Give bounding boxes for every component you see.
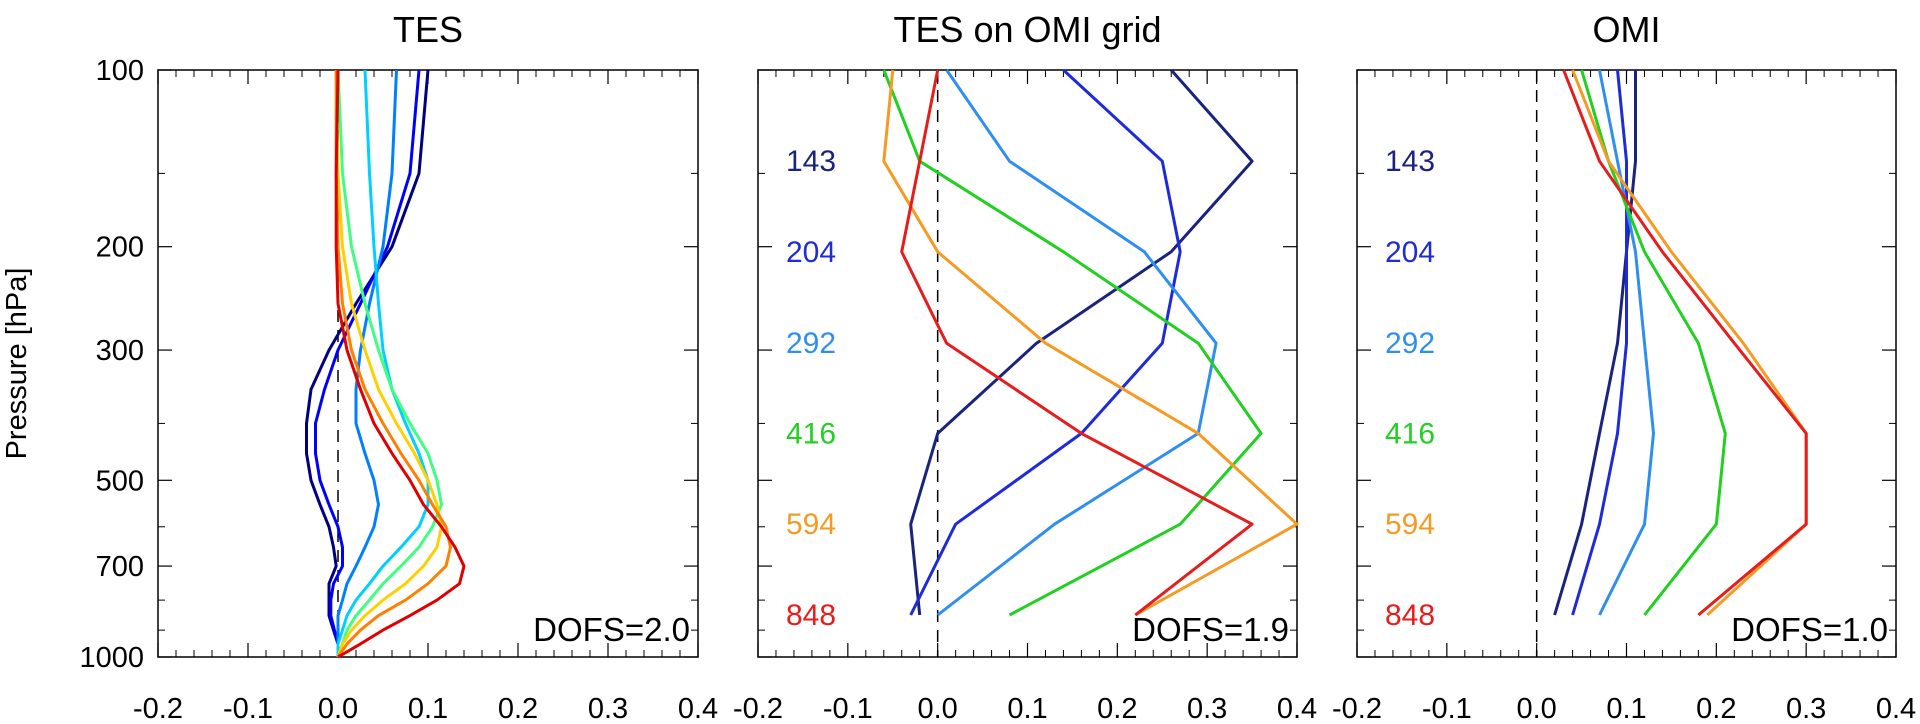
level-label: 143: [1385, 145, 1435, 178]
x-tick-label: -0.2: [733, 693, 783, 724]
y-tick-label: 100: [96, 55, 144, 87]
series-line: [1571, 69, 1628, 616]
level-label: 594: [786, 508, 836, 541]
x-tick-label: 0.3: [1786, 693, 1826, 724]
y-tick-label: 700: [96, 551, 144, 583]
series-line: [1598, 69, 1655, 616]
series-line: [334, 69, 443, 658]
x-tick-label: -0.2: [1332, 693, 1382, 724]
x-tick-label: 0.2: [498, 693, 538, 724]
x-tick-label: 0.1: [408, 693, 448, 724]
y-tick-label: 300: [96, 335, 144, 367]
level-label: 848: [786, 599, 836, 632]
plot-frame: [157, 69, 699, 658]
series-line: [334, 69, 466, 659]
series-line: [882, 69, 1263, 617]
x-tick-label: -0.1: [1422, 693, 1472, 724]
chart-title: OMI: [1593, 9, 1661, 50]
level-label: 292: [1385, 327, 1435, 360]
x-tick-label: -0.1: [223, 693, 273, 724]
y-axis-label: Pressure [hPa]: [1, 268, 33, 460]
level-label: 204: [1385, 236, 1435, 269]
chart-title: TES: [393, 9, 463, 50]
x-tick-label: 0.0: [1517, 693, 1557, 724]
chart-title: TES on OMI grid: [893, 9, 1161, 50]
series-line: [336, 69, 398, 657]
x-tick-label: -0.2: [133, 693, 183, 724]
x-tick-label: -0.1: [823, 693, 873, 724]
dofs-annotation: DOFS=1.0: [1731, 611, 1888, 648]
x-tick-label: 0.2: [1696, 693, 1736, 724]
dofs-annotation: DOFS=2.0: [533, 611, 690, 648]
level-label: 204: [786, 236, 836, 269]
series-line: [900, 69, 1254, 617]
x-tick-label: 0.4: [1277, 693, 1317, 724]
y-tick-label: 200: [96, 232, 144, 264]
level-label: 143: [786, 145, 836, 178]
level-label: 416: [1385, 417, 1435, 450]
x-tick-label: 0.1: [1007, 693, 1047, 724]
series-line: [1562, 69, 1808, 617]
series-line: [1553, 70, 1637, 616]
series-line: [334, 70, 452, 658]
dofs-annotation: DOFS=1.9: [1132, 611, 1289, 648]
series-line: [909, 68, 1182, 616]
y-tick-label: 500: [96, 465, 144, 497]
x-tick-label: 0.4: [678, 693, 718, 724]
level-label: 416: [786, 417, 836, 450]
series-line: [336, 69, 430, 657]
series-line: [909, 69, 1254, 616]
series-line: [305, 69, 430, 657]
x-tick-label: 0.2: [1097, 693, 1137, 724]
y-tick-label: 1000: [79, 642, 144, 674]
series-line: [314, 69, 421, 657]
series-line: [336, 69, 443, 658]
level-label: 292: [786, 327, 836, 360]
level-label: 848: [1385, 599, 1435, 632]
x-tick-label: 0.4: [1876, 693, 1916, 724]
x-tick-label: 0.3: [1187, 693, 1227, 724]
series-line: [1571, 69, 1808, 617]
x-tick-label: 0.0: [318, 693, 358, 724]
x-tick-label: 0.1: [1606, 693, 1646, 724]
level-label: 594: [1385, 508, 1435, 541]
series-line: [882, 69, 1299, 617]
series-line: [936, 69, 1218, 617]
x-tick-label: 0.3: [588, 693, 628, 724]
x-tick-label: 0.0: [918, 693, 958, 724]
series-line: [1580, 69, 1727, 616]
